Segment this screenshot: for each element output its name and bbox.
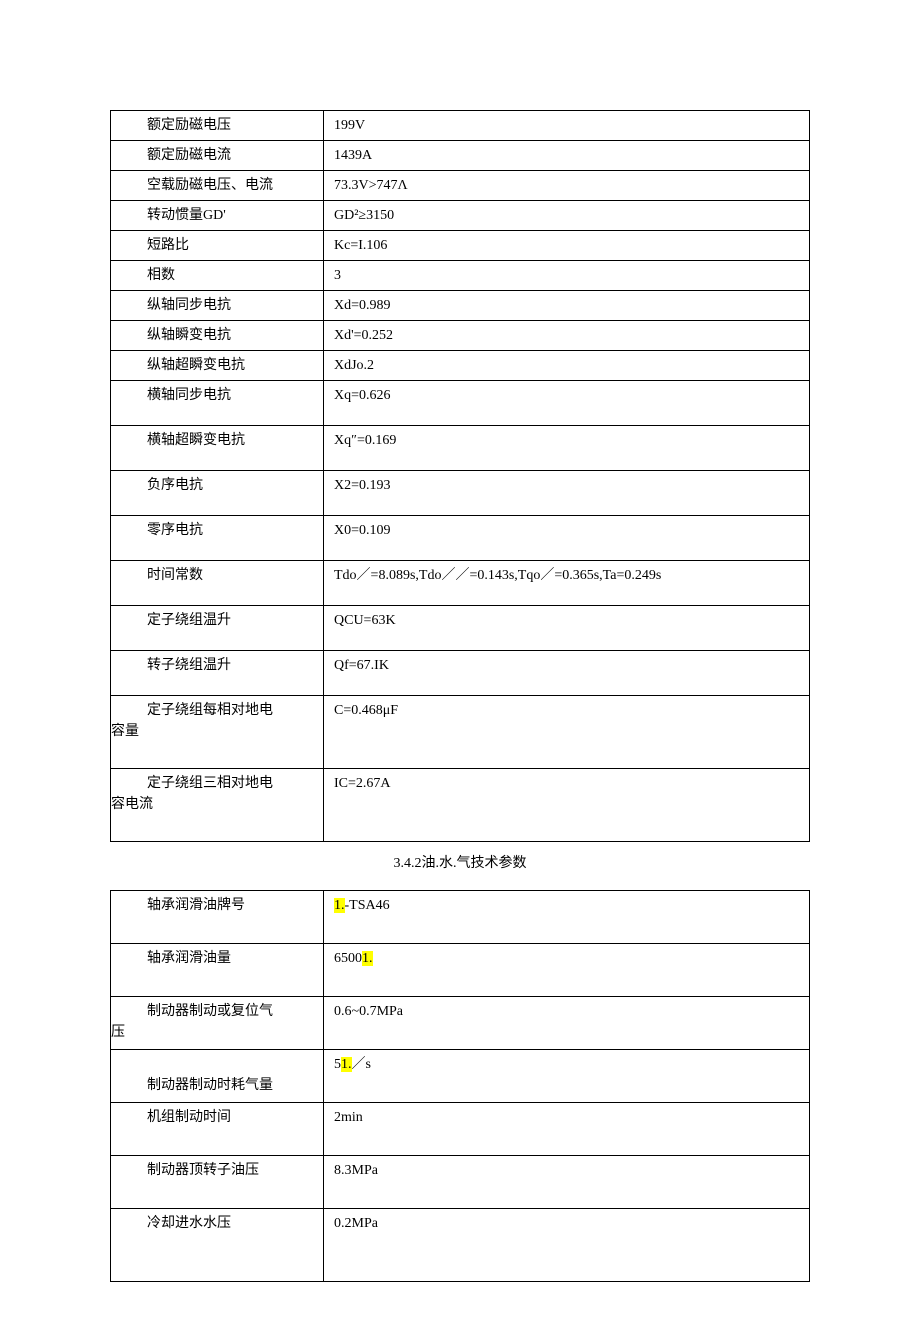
table-row: 时间常数Tdo／=8.089s,Tdo／／=0.143s,Tqo／=0.365s… bbox=[111, 561, 810, 606]
table-row: 轴承润滑油牌号1.-TSA46 bbox=[111, 891, 810, 944]
param-label-line2: 压 bbox=[111, 1022, 317, 1043]
param-value: 65001. bbox=[324, 944, 810, 997]
param-label: 定子绕组三相对地电容电流 bbox=[111, 769, 324, 842]
parameters-table-1: 额定励磁电压199V额定励磁电流1439A空载励磁电压、电流73.3V>747Λ… bbox=[110, 110, 810, 842]
param-value: 51.／s bbox=[324, 1050, 810, 1103]
param-label: 制动器制动时耗气量 bbox=[111, 1050, 324, 1103]
param-value: 0.6~0.7MPa bbox=[324, 997, 810, 1050]
param-label: 转子绕组温升 bbox=[111, 651, 324, 696]
param-label: 短路比 bbox=[111, 231, 324, 261]
table-row: 冷却进水水压 0.2MPa bbox=[111, 1209, 810, 1282]
param-value: GD²≥3150 bbox=[324, 201, 810, 231]
table-row: 纵轴瞬变电抗Xd'=0.252 bbox=[111, 321, 810, 351]
param-label: 额定励磁电流 bbox=[111, 141, 324, 171]
param-label: 制动器制动或复位气压 bbox=[111, 997, 324, 1050]
document-page: 额定励磁电压199V额定励磁电流1439A空载励磁电压、电流73.3V>747Λ… bbox=[0, 0, 920, 1342]
table-row: 纵轴同步电抗Xd=0.989 bbox=[111, 291, 810, 321]
param-label-line2: 容电流 bbox=[111, 794, 317, 815]
param-label: 额定励磁电压 bbox=[111, 111, 324, 141]
param-label: 相数 bbox=[111, 261, 324, 291]
value-text: 0.6~0.7MPa bbox=[334, 1004, 403, 1019]
param-value: 8.3MPa bbox=[324, 1156, 810, 1209]
param-value: Tdo／=8.089s,Tdo／／=0.143s,Tqo／=0.365s,Ta=… bbox=[324, 561, 810, 606]
value-text: -TSA46 bbox=[345, 898, 390, 913]
param-value: QCU=63K bbox=[324, 606, 810, 651]
table-row: 转子绕组温升Qf=67.IK bbox=[111, 651, 810, 696]
table-row: 制动器制动或复位气压 0.6~0.7MPa bbox=[111, 997, 810, 1050]
param-label-line2: 制动器制动时耗气量 bbox=[111, 1075, 317, 1096]
value-text: ／s bbox=[352, 1057, 371, 1072]
table-row: 空载励磁电压、电流73.3V>747Λ bbox=[111, 171, 810, 201]
value-highlight: 1. bbox=[334, 898, 345, 913]
value-highlight: 1. bbox=[362, 951, 373, 966]
param-label: 转动惯量GD' bbox=[111, 201, 324, 231]
param-label: 空载励磁电压、电流 bbox=[111, 171, 324, 201]
param-label: 负序电抗 bbox=[111, 471, 324, 516]
param-label: 定子绕组每相对地电容量 bbox=[111, 696, 324, 769]
param-label: 纵轴瞬变电抗 bbox=[111, 321, 324, 351]
param-value: 73.3V>747Λ bbox=[324, 171, 810, 201]
param-label: 纵轴同步电抗 bbox=[111, 291, 324, 321]
table-row: 额定励磁电压199V bbox=[111, 111, 810, 141]
table-row: 轴承润滑油量65001. bbox=[111, 944, 810, 997]
param-value: 199V bbox=[324, 111, 810, 141]
table-row: 相数3 bbox=[111, 261, 810, 291]
param-label-line1: 定子绕组每相对地电 bbox=[111, 700, 317, 721]
table-row: 制动器制动时耗气量 51.／s bbox=[111, 1050, 810, 1103]
value-text: 6500 bbox=[334, 951, 362, 966]
param-value: 0.2MPa bbox=[324, 1209, 810, 1282]
param-value: 1439A bbox=[324, 141, 810, 171]
param-label: 时间常数 bbox=[111, 561, 324, 606]
param-value: Qf=67.IK bbox=[324, 651, 810, 696]
param-value: Xq″=0.169 bbox=[324, 426, 810, 471]
param-label: 纵轴超瞬变电抗 bbox=[111, 351, 324, 381]
param-value: 3 bbox=[324, 261, 810, 291]
section-heading: 3.4.2油.水.气技术参数 bbox=[110, 852, 810, 872]
param-label: 横轴同步电抗 bbox=[111, 381, 324, 426]
param-value: XdJo.2 bbox=[324, 351, 810, 381]
param-label: 横轴超瞬变电抗 bbox=[111, 426, 324, 471]
table-row: 制动器顶转子油压 8.3MPa bbox=[111, 1156, 810, 1209]
param-value: C=0.468μF bbox=[324, 696, 810, 769]
param-label: 定子绕组温升 bbox=[111, 606, 324, 651]
table-row: 定子绕组每相对地电容量C=0.468μF bbox=[111, 696, 810, 769]
parameters-table-2: 轴承润滑油牌号1.-TSA46轴承润滑油量65001.制动器制动或复位气压0.6… bbox=[110, 890, 810, 1282]
param-value: 1.-TSA46 bbox=[324, 891, 810, 944]
param-label: 机组制动时间 bbox=[111, 1103, 324, 1156]
param-value: IC=2.67A bbox=[324, 769, 810, 842]
param-value: Kc=I.106 bbox=[324, 231, 810, 261]
table-row: 纵轴超瞬变电抗XdJo.2 bbox=[111, 351, 810, 381]
value-text: 0.2MPa bbox=[334, 1216, 378, 1231]
param-label: 冷却进水水压 bbox=[111, 1209, 324, 1282]
table-row: 零序电抗X0=0.109 bbox=[111, 516, 810, 561]
param-label: 轴承润滑油牌号 bbox=[111, 891, 324, 944]
param-value: X0=0.109 bbox=[324, 516, 810, 561]
param-label: 零序电抗 bbox=[111, 516, 324, 561]
param-label: 制动器顶转子油压 bbox=[111, 1156, 324, 1209]
param-value: Xd'=0.252 bbox=[324, 321, 810, 351]
value-text: 2min bbox=[334, 1110, 363, 1125]
value-highlight: 1. bbox=[341, 1057, 352, 1072]
table-row: 定子绕组三相对地电容电流IC=2.67A bbox=[111, 769, 810, 842]
param-label-line1: 定子绕组三相对地电 bbox=[111, 773, 317, 794]
param-label-line2: 容量 bbox=[111, 721, 317, 742]
value-text: 8.3MPa bbox=[334, 1163, 378, 1178]
table-row: 定子绕组温升QCU=63K bbox=[111, 606, 810, 651]
value-text: 5 bbox=[334, 1057, 341, 1072]
param-value: Xd=0.989 bbox=[324, 291, 810, 321]
table-row: 转动惯量GD'GD²≥3150 bbox=[111, 201, 810, 231]
param-value: X2=0.193 bbox=[324, 471, 810, 516]
param-label: 轴承润滑油量 bbox=[111, 944, 324, 997]
table-row: 横轴同步电抗Xq=0.626 bbox=[111, 381, 810, 426]
param-value: 2min bbox=[324, 1103, 810, 1156]
param-value: Xq=0.626 bbox=[324, 381, 810, 426]
table-row: 机组制动时间 2min bbox=[111, 1103, 810, 1156]
table-row: 横轴超瞬变电抗Xq″=0.169 bbox=[111, 426, 810, 471]
table-row: 额定励磁电流1439A bbox=[111, 141, 810, 171]
param-label-line1: 制动器制动或复位气 bbox=[111, 1001, 317, 1022]
table-row: 短路比Kc=I.106 bbox=[111, 231, 810, 261]
table-row: 负序电抗X2=0.193 bbox=[111, 471, 810, 516]
